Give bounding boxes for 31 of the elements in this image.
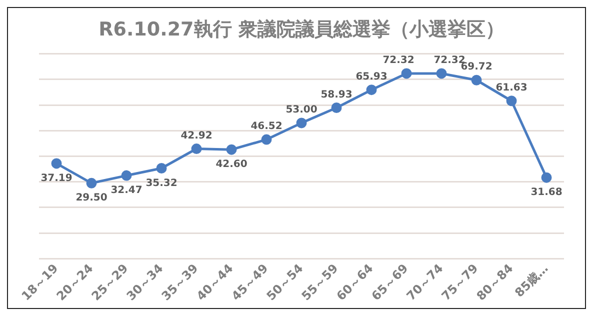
x-tick-label: 85歳… <box>512 261 551 300</box>
point <box>366 84 377 96</box>
data-label: 37.19 <box>40 173 72 184</box>
data-label: 72.32 <box>382 55 414 66</box>
point <box>191 144 202 154</box>
point <box>156 162 167 174</box>
data-label: 42.60 <box>216 159 248 170</box>
data-label: 69.72 <box>460 62 492 73</box>
point <box>226 144 237 155</box>
data-label: 46.52 <box>250 121 282 132</box>
point <box>296 118 307 128</box>
point <box>331 102 342 114</box>
data-label: 61.63 <box>496 82 528 94</box>
data-label: 42.92 <box>180 130 212 142</box>
data-label: 32.47 <box>110 185 142 196</box>
point <box>436 68 447 79</box>
data-label: 58.93 <box>320 89 352 100</box>
point <box>121 170 132 181</box>
data-label: 35.32 <box>146 178 178 189</box>
point <box>86 178 97 188</box>
point <box>541 172 552 183</box>
point <box>261 134 272 145</box>
point <box>401 68 412 79</box>
data-label: 29.50 <box>76 192 108 204</box>
point <box>506 96 517 106</box>
point <box>51 158 62 169</box>
data-label: 31.68 <box>530 187 562 198</box>
chart-title: R6.10.27執行 衆議院議員総選挙（小選挙区） <box>98 18 504 40</box>
data-label: 53.00 <box>286 104 318 116</box>
point <box>471 74 482 86</box>
data-label: 65.93 <box>356 71 388 82</box>
